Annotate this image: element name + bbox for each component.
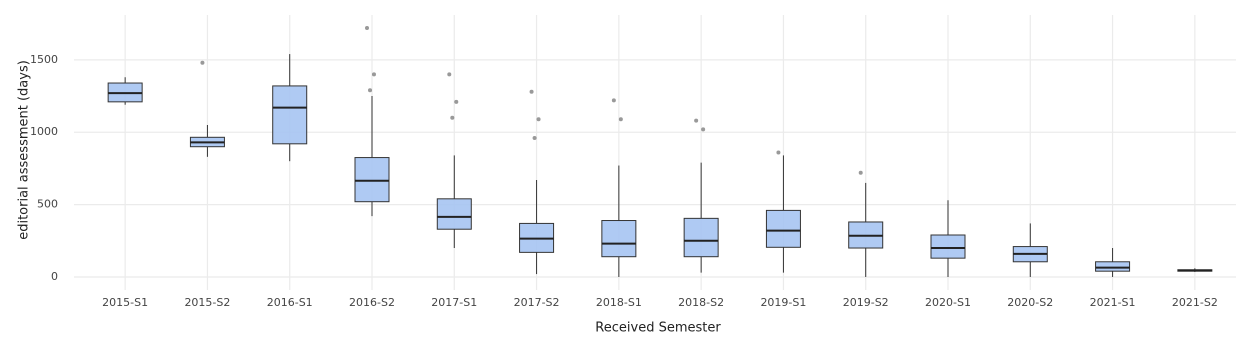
outlier — [529, 89, 534, 94]
x-tick-label: 2021-S1 — [1090, 296, 1136, 309]
x-tick-label: 2016-S1 — [267, 296, 313, 309]
x-tick-label: 2015-S1 — [102, 296, 148, 309]
x-tick-label: 2018-S1 — [596, 296, 642, 309]
outlier — [200, 60, 205, 65]
x-tick-label: 2015-S2 — [184, 296, 230, 309]
outlier — [454, 99, 459, 104]
outlier — [858, 170, 863, 175]
outlier — [365, 26, 369, 31]
x-tick-label: 2019-S1 — [760, 296, 806, 309]
outlier — [694, 118, 699, 123]
x-tick-label: 2017-S2 — [514, 296, 560, 309]
x-tick-label: 2017-S1 — [431, 296, 477, 309]
x-tick-label: 2018-S2 — [678, 296, 724, 309]
x-tick-label: 2021-S2 — [1172, 296, 1218, 309]
x-tick-label: 2020-S1 — [925, 296, 971, 309]
y-axis-title: editorial assessment (days) — [17, 60, 32, 240]
outlier — [450, 115, 455, 120]
y-tick-label: 1500 — [30, 53, 58, 66]
y-tick-label: 1000 — [30, 125, 58, 138]
x-axis-title: Received Semester — [595, 321, 721, 336]
box — [436, 198, 472, 230]
outlier — [776, 150, 781, 155]
outlier — [532, 136, 537, 141]
outlier — [611, 98, 616, 103]
box — [1095, 261, 1131, 272]
box — [930, 234, 966, 259]
x-tick-label: 2020-S2 — [1007, 296, 1053, 309]
y-tick-label: 0 — [51, 270, 58, 283]
box — [354, 157, 390, 203]
outlier — [701, 127, 706, 132]
y-tick-label: 500 — [37, 198, 58, 211]
box — [683, 217, 719, 258]
outlier — [447, 72, 452, 77]
box — [272, 85, 308, 145]
outlier — [368, 88, 372, 93]
outlier — [618, 117, 623, 122]
x-tick-label: 2019-S2 — [843, 296, 889, 309]
box — [765, 209, 801, 248]
box — [601, 220, 637, 258]
x-tick-label: 2016-S2 — [349, 296, 395, 309]
outlier — [536, 117, 541, 122]
outlier — [372, 72, 376, 77]
